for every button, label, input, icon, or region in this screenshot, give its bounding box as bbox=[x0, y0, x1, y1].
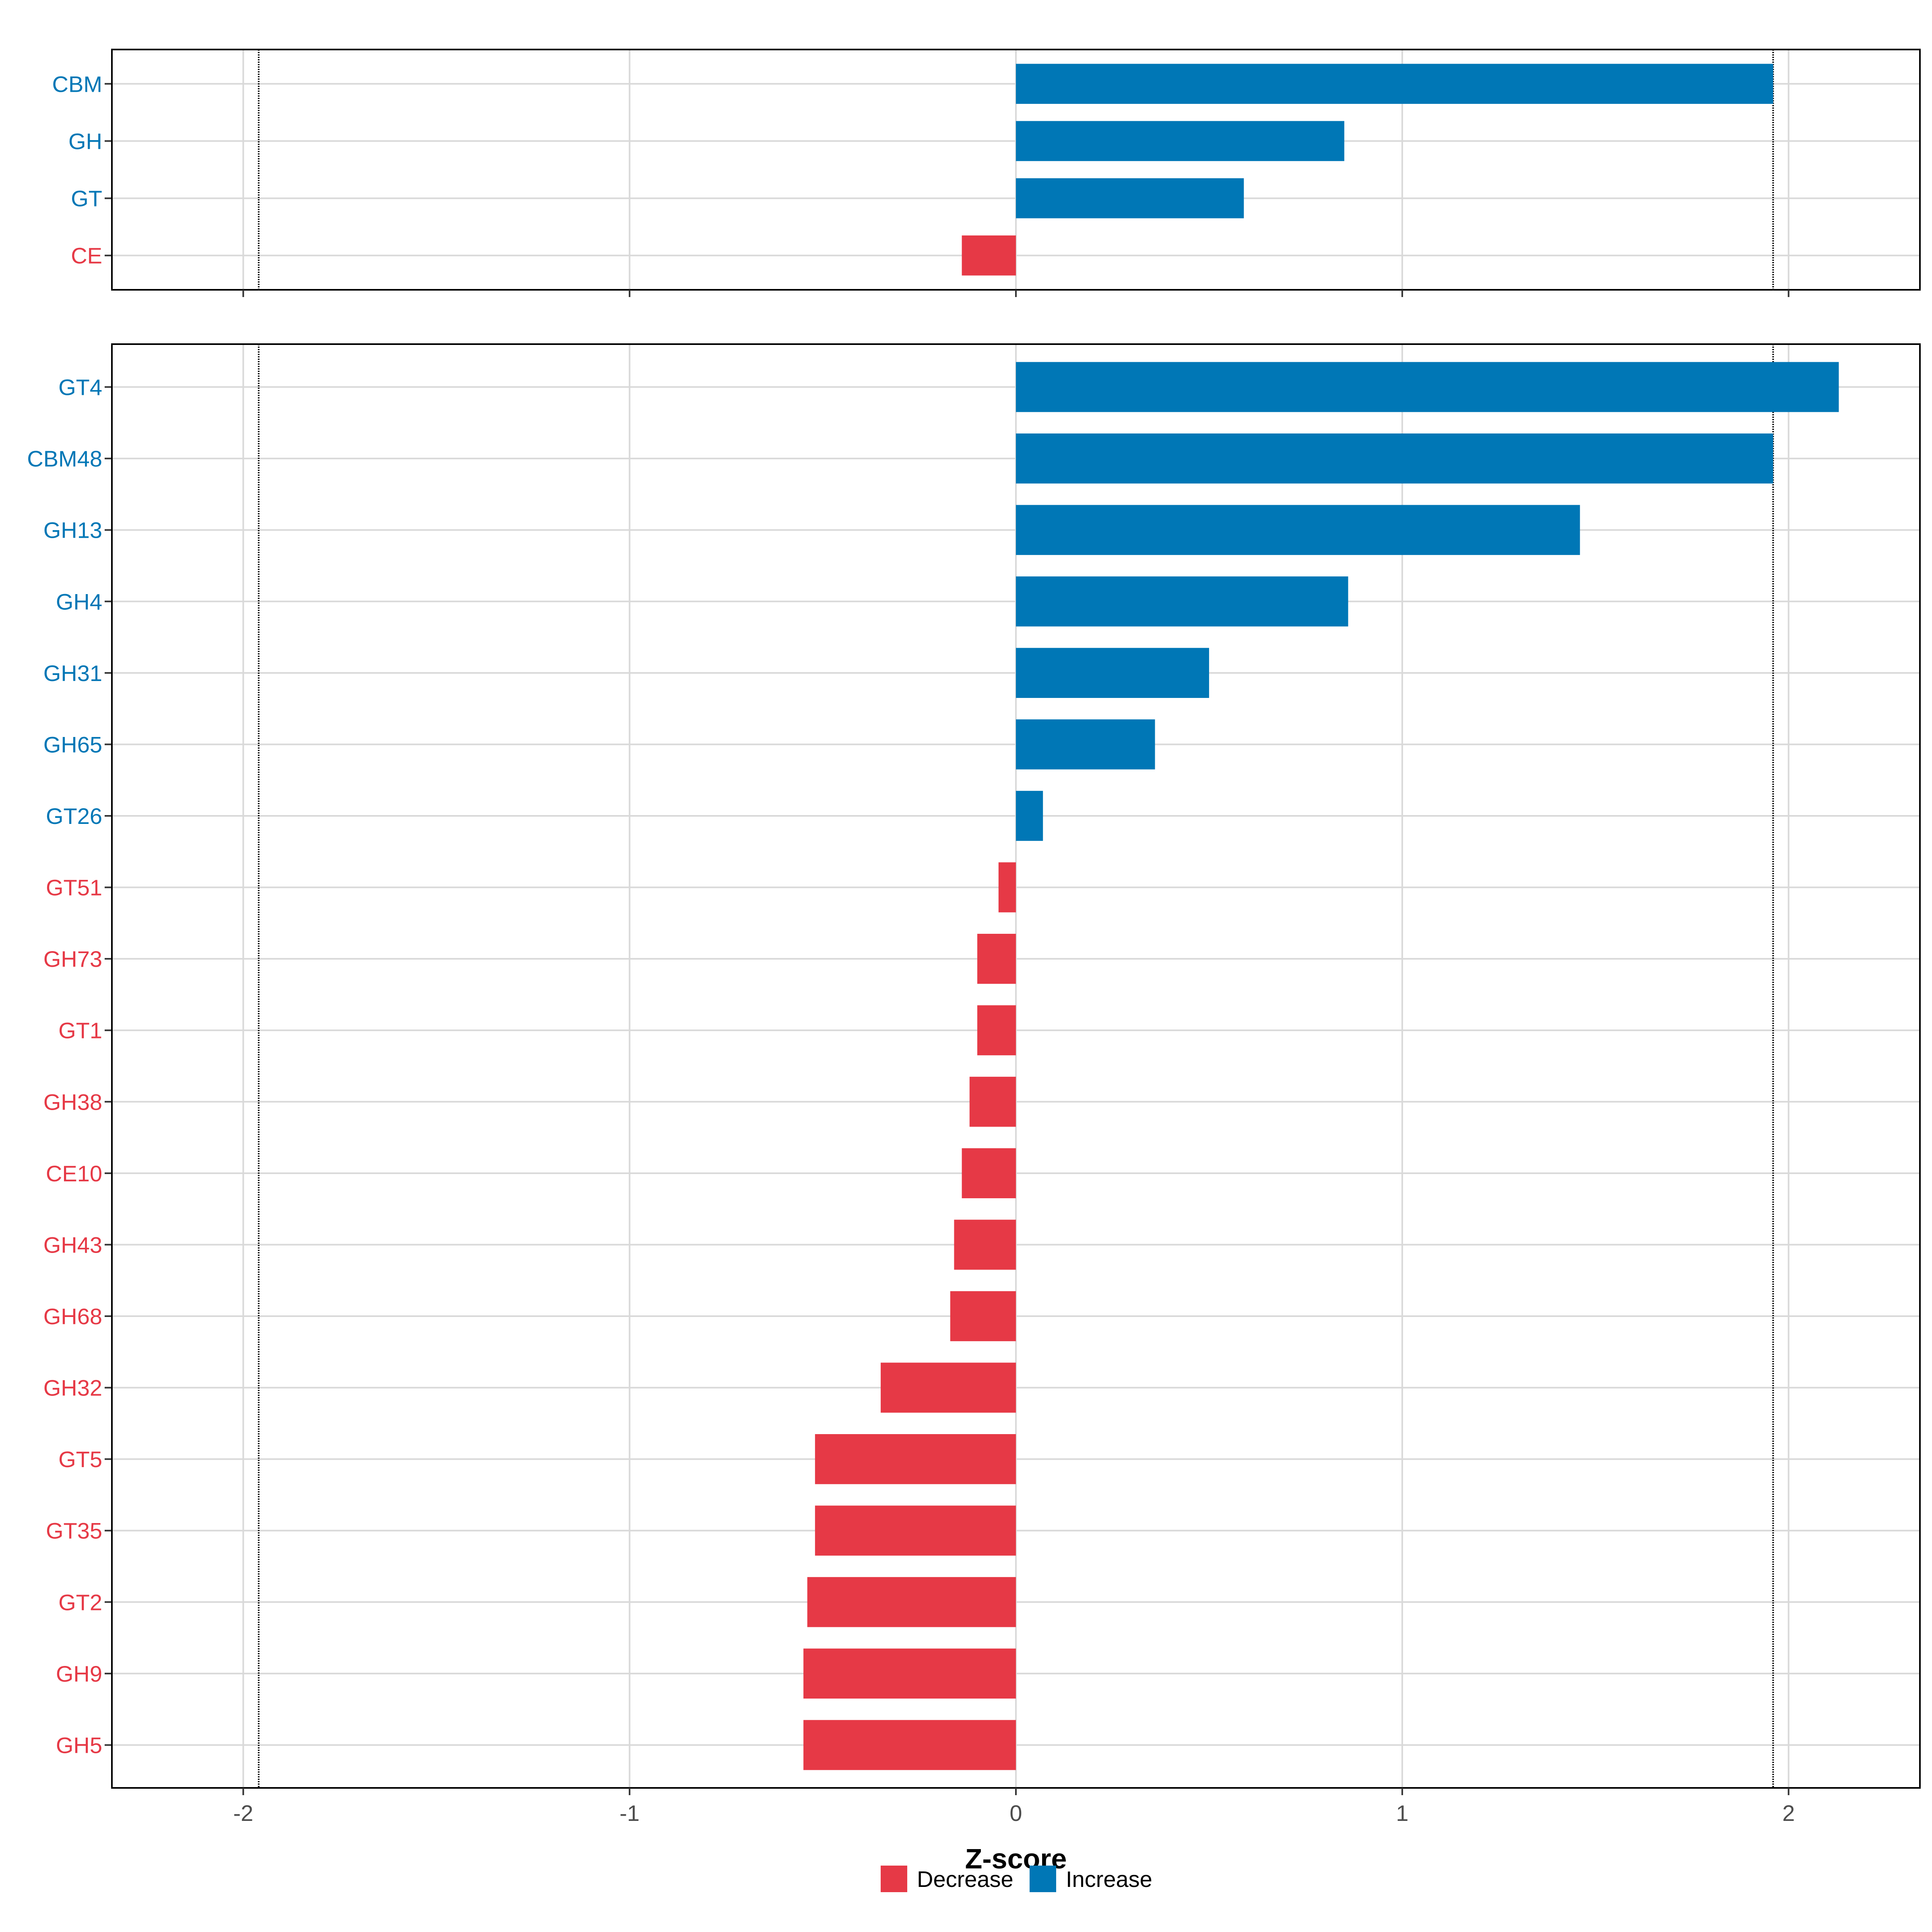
bar-cbm bbox=[1016, 64, 1773, 104]
y-tick-label: GH31 bbox=[43, 661, 102, 686]
y-tick-label: GT35 bbox=[46, 1518, 102, 1544]
y-tick-label: GH32 bbox=[43, 1375, 102, 1401]
x-tick-label: 2 bbox=[1782, 1800, 1795, 1826]
y-tick-label: GH5 bbox=[56, 1732, 102, 1758]
y-tick-label: GH43 bbox=[43, 1232, 102, 1257]
bar-gt2 bbox=[807, 1577, 1016, 1627]
y-tick-label: CE10 bbox=[46, 1161, 102, 1186]
legend: Decrease Increase bbox=[881, 1866, 1152, 1892]
y-tick-label: GT4 bbox=[58, 375, 102, 400]
bar-gh13 bbox=[1016, 505, 1580, 555]
bar-gh9 bbox=[803, 1648, 1016, 1699]
bar-gt1 bbox=[977, 1005, 1016, 1055]
y-tick-label: GT1 bbox=[58, 1018, 102, 1043]
x-tick-label: -2 bbox=[233, 1800, 253, 1826]
bar-ce10 bbox=[962, 1148, 1016, 1199]
bar-gh65 bbox=[1016, 719, 1155, 770]
y-tick-label: GT2 bbox=[58, 1589, 102, 1615]
bar-gt5 bbox=[815, 1434, 1016, 1484]
bar-gh bbox=[1016, 121, 1344, 161]
x-tick-label: 0 bbox=[1009, 1800, 1022, 1826]
x-tick-label: 1 bbox=[1396, 1800, 1408, 1826]
bar-gt bbox=[1016, 178, 1244, 219]
y-tick-label: GH4 bbox=[56, 589, 102, 614]
legend-swatch-decrease bbox=[881, 1866, 907, 1892]
legend-label-decrease: Decrease bbox=[917, 1866, 1013, 1892]
bar-gh73 bbox=[977, 933, 1016, 984]
bar-gt35 bbox=[815, 1505, 1016, 1556]
legend-swatch-increase bbox=[1030, 1866, 1056, 1892]
y-tick-label: GH65 bbox=[43, 732, 102, 757]
bar-gh5 bbox=[803, 1720, 1016, 1770]
x-axis: -2 -1 0 1 2 bbox=[233, 1800, 1795, 1826]
y-tick-label: GH13 bbox=[43, 518, 102, 543]
bar-gh38 bbox=[969, 1077, 1016, 1127]
bar-gt26 bbox=[1016, 791, 1043, 841]
y-tick-label: GH9 bbox=[56, 1661, 102, 1686]
y-tick-label: CE bbox=[71, 243, 102, 268]
panel-family: GT4 CBM48 GH13 GH4 GH31 GH65 GT26 GT51 GH73 GT1 GH… bbox=[27, 343, 1921, 1795]
bar-gh68 bbox=[950, 1291, 1016, 1342]
y-tick-label: GT51 bbox=[46, 875, 102, 900]
y-tick-label: GT bbox=[71, 186, 102, 211]
panel-class: CBM GH GT CE bbox=[52, 49, 1921, 297]
bar-cbm48 bbox=[1016, 433, 1773, 484]
bar-ce bbox=[962, 235, 1016, 276]
panels: CBM GH GT CE GT4 CBM48 GH13 GH4 GH31 GH65 GT26 GT51… bbox=[27, 49, 1921, 1795]
bar-gh32 bbox=[881, 1362, 1016, 1413]
y-tick-label: CBM bbox=[52, 71, 102, 97]
bar-gh43 bbox=[954, 1220, 1016, 1270]
bar-gh31 bbox=[1016, 648, 1209, 698]
y-tick-label: GH68 bbox=[43, 1304, 102, 1329]
y-tick-label: GH38 bbox=[43, 1089, 102, 1115]
y-tick-label: GT26 bbox=[46, 803, 102, 829]
legend-label-increase: Increase bbox=[1066, 1866, 1152, 1892]
y-tick-label: CBM48 bbox=[27, 446, 102, 471]
y-tick-label: GH bbox=[68, 128, 102, 154]
bar-gh4 bbox=[1016, 576, 1348, 627]
y-tick-label: GT5 bbox=[58, 1447, 102, 1472]
y-tick-label: GH73 bbox=[43, 946, 102, 972]
bar-gt4 bbox=[1016, 362, 1839, 412]
bar-gt51 bbox=[998, 862, 1016, 912]
x-tick-label: -1 bbox=[619, 1800, 640, 1826]
